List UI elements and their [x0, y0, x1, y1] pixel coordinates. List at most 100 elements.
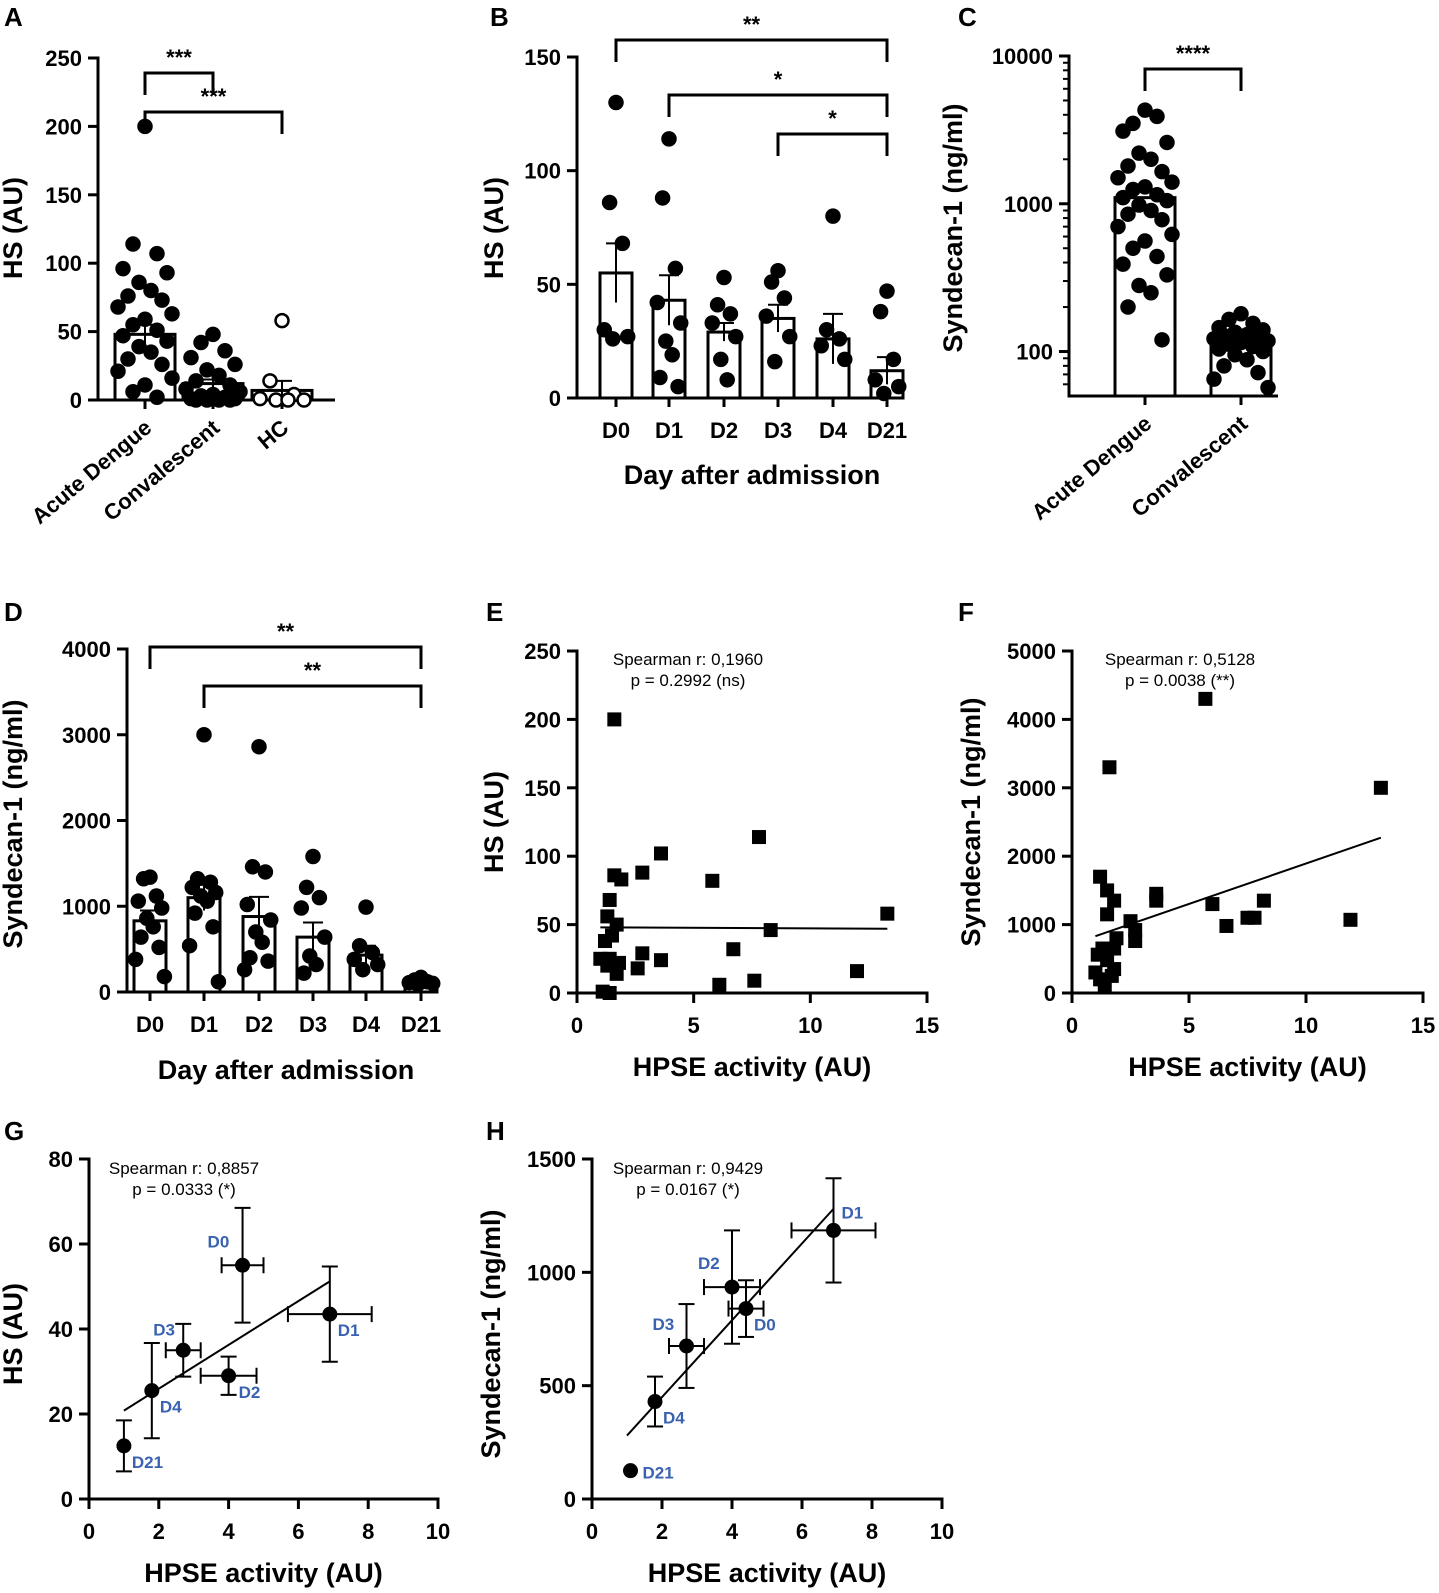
point-label-d2: D2: [239, 1383, 261, 1402]
data-point: [125, 236, 141, 252]
point-label-d3: D3: [653, 1315, 675, 1334]
y-tick-label: 3000: [1007, 776, 1056, 801]
data-point: [1149, 108, 1165, 125]
y-axis-title: HS (AU): [479, 177, 509, 279]
data-point: [137, 311, 153, 328]
y-axis-title: Syndecan-1 (ng/ml): [956, 697, 986, 946]
data-point: [244, 859, 261, 875]
data-point-square: [1128, 923, 1143, 938]
data-point: [211, 367, 227, 384]
data-point-square: [1247, 910, 1262, 925]
data-point: [1115, 256, 1131, 272]
data-point: [664, 347, 680, 363]
data-point: [1120, 299, 1136, 315]
data-point: [222, 392, 238, 408]
point-label-d0: D0: [754, 1316, 776, 1335]
point-label-d1: D1: [338, 1321, 360, 1340]
data-point: [159, 265, 175, 281]
y-tick-label: 3000: [62, 723, 111, 748]
data-point: [596, 322, 613, 338]
y-axis-title: HS (AU): [479, 771, 509, 873]
p-value-text: p = 0.0038 (**): [1125, 671, 1235, 690]
y-tick-label: 150: [524, 45, 561, 70]
significance-label: *: [828, 106, 837, 131]
data-point: [879, 283, 895, 299]
data-point: [358, 899, 374, 915]
data-point: [130, 893, 147, 909]
x-tick-label: 2: [153, 1519, 165, 1544]
y-tick-label: 200: [524, 707, 561, 732]
y-tick-label: 0: [61, 1487, 73, 1512]
y-tick-label: 200: [45, 114, 82, 139]
panel-label: A: [4, 2, 23, 32]
data-point: [257, 864, 274, 880]
data-point: [658, 333, 674, 349]
y-axis-title: Syndecan-1 (ng/ml): [0, 699, 28, 948]
data-point-square: [602, 986, 617, 1000]
point-label-d0: D0: [208, 1232, 230, 1251]
data-point: [217, 343, 233, 359]
x-tick-label: 5: [688, 1013, 700, 1038]
panel-label: H: [486, 1116, 505, 1146]
data-point-square: [654, 953, 668, 968]
data-point: [205, 919, 221, 935]
data-point: [1137, 102, 1153, 118]
data-point: [813, 337, 830, 354]
data-point: [133, 929, 149, 945]
data-point: [770, 262, 786, 279]
data-point-square: [747, 973, 762, 988]
data-point: [143, 282, 159, 299]
data-point: [1131, 277, 1147, 294]
x-tick-label: D2: [245, 1012, 273, 1037]
data-point: [199, 893, 215, 909]
point-label-d2: D2: [698, 1254, 720, 1273]
data-point-square: [880, 906, 895, 921]
data-point: [131, 338, 147, 355]
data-point: [149, 245, 165, 262]
data-point: [716, 269, 732, 286]
p-value-text: p = 0.2992 (ns): [631, 671, 746, 690]
x-axis-title: HPSE activity (AU): [144, 1558, 383, 1588]
data-point: [251, 739, 267, 755]
y-tick-label: 4000: [1007, 707, 1056, 732]
panel-label: C: [958, 2, 977, 32]
y-axis-title: Syndecan-1 (ng/ml): [938, 103, 968, 352]
data-point-d4: [647, 1394, 663, 1410]
data-point-square: [635, 946, 650, 961]
data-point: [1131, 145, 1147, 161]
data-point: [424, 975, 441, 992]
data-point: [605, 331, 621, 347]
data-point: [137, 377, 153, 393]
x-tick-label: 6: [292, 1519, 304, 1544]
x-tick-label: D3: [764, 418, 792, 443]
y-tick-label: 150: [524, 776, 561, 801]
data-point: [164, 370, 180, 386]
data-point-square: [602, 892, 617, 907]
data-point-square: [1107, 941, 1122, 956]
data-point-square: [752, 830, 766, 845]
spearman-r-text: Spearman r: 0,1960: [613, 650, 763, 669]
y-tick-label: 0: [564, 1487, 576, 1512]
spearman-r-text: Spearman r: 0,5128: [1105, 650, 1255, 669]
data-point: [143, 344, 159, 360]
data-point: [346, 951, 363, 968]
data-point: [885, 351, 902, 368]
data-point: [110, 363, 126, 380]
data-point: [110, 299, 126, 315]
data-point: [188, 392, 204, 408]
y-axis-title: Syndecan-1 (ng/ml): [476, 1209, 506, 1458]
y-tick-label: 50: [58, 320, 82, 345]
point-label-d3: D3: [153, 1320, 175, 1339]
data-point: [1149, 248, 1165, 265]
data-point-d21: [623, 1463, 638, 1479]
data-point: [149, 322, 165, 338]
y-tick-label: 50: [537, 272, 561, 297]
x-axis-title: HPSE activity (AU): [648, 1558, 887, 1588]
x-axis-title: HPSE activity (AU): [1128, 1052, 1367, 1082]
y-tick-label: 1000: [527, 1260, 576, 1285]
x-tick-label: D21: [867, 418, 907, 443]
data-point-square: [763, 923, 778, 938]
x-tick-label: D0: [602, 418, 630, 443]
data-point: [274, 312, 290, 329]
